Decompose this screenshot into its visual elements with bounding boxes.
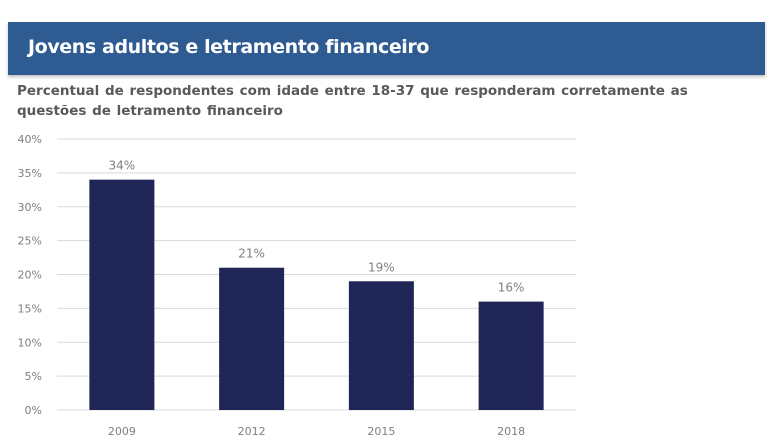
chart-subtitle: Percentual de respondentes com idade ent… xyxy=(17,83,688,119)
bar-2018 xyxy=(478,301,544,410)
y-tick-label: 10% xyxy=(18,336,42,349)
chart-title: Jovens adultos e letramento financeiro xyxy=(28,36,430,58)
bars xyxy=(89,179,544,410)
data-label: 16% xyxy=(498,281,525,295)
y-tick-label: 0% xyxy=(25,404,42,417)
y-tick-label: 40% xyxy=(18,133,42,146)
data-labels: 34% 21% 19% 16% xyxy=(109,159,525,295)
y-tick-label: 30% xyxy=(18,201,42,214)
x-tick-label: 2009 xyxy=(108,425,136,438)
bar-2015 xyxy=(348,281,414,410)
y-tick-label: 5% xyxy=(25,370,42,383)
x-tick-label: 2018 xyxy=(497,425,525,438)
data-label: 21% xyxy=(238,247,265,261)
bar-2009 xyxy=(89,179,155,410)
data-label: 19% xyxy=(368,260,395,274)
y-tick-label: 15% xyxy=(18,302,42,315)
y-tick-label: 35% xyxy=(18,167,42,180)
y-tick-label: 25% xyxy=(18,235,42,248)
bar-2012 xyxy=(219,267,285,410)
y-axis: 0% 5% 10% 15% 20% 25% 30% 35% 40% xyxy=(18,133,42,417)
data-label: 34% xyxy=(109,159,136,173)
y-tick-label: 20% xyxy=(18,269,42,282)
x-tick-label: 2012 xyxy=(238,425,266,438)
x-axis: 2009 2012 2015 2018 xyxy=(108,425,525,438)
title-bar: Jovens adultos e letramento financeiro xyxy=(8,22,765,75)
x-tick-label: 2015 xyxy=(367,425,395,438)
